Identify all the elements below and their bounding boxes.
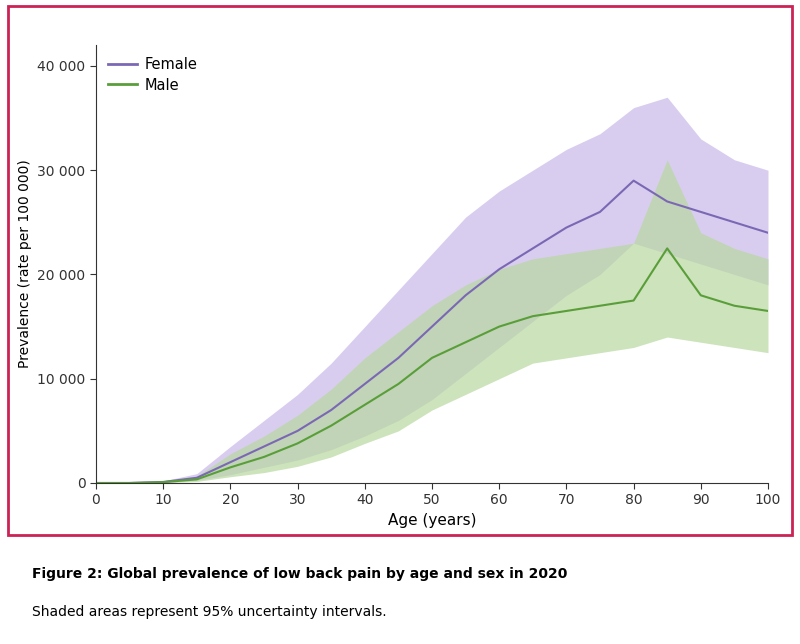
Legend: Female, Male: Female, Male <box>103 52 202 97</box>
Male <box>595 302 605 310</box>
Male <box>158 478 168 486</box>
Male <box>91 479 101 487</box>
Female <box>158 478 168 486</box>
Male <box>562 307 571 315</box>
Male <box>696 292 706 299</box>
Y-axis label: Prevalence (rate per 100 000): Prevalence (rate per 100 000) <box>18 160 32 368</box>
Male <box>192 475 202 483</box>
Female <box>394 354 403 362</box>
Male <box>293 439 302 447</box>
Male <box>427 354 437 362</box>
Female <box>763 229 773 236</box>
Male <box>763 307 773 315</box>
Female <box>629 176 638 184</box>
Female <box>696 208 706 216</box>
Female <box>326 406 336 414</box>
Female <box>461 292 470 299</box>
Male <box>730 302 739 310</box>
Male <box>360 401 370 409</box>
Male <box>662 245 672 252</box>
Female <box>360 380 370 388</box>
Male <box>125 479 134 487</box>
Male <box>629 297 638 305</box>
Male <box>461 338 470 346</box>
Female <box>293 427 302 435</box>
Female <box>125 479 134 487</box>
Female <box>427 323 437 330</box>
Text: Shaded areas represent 95% uncertainty intervals.: Shaded areas represent 95% uncertainty i… <box>32 605 386 620</box>
Male <box>528 312 538 320</box>
Female <box>595 208 605 216</box>
Female <box>494 265 504 273</box>
Female <box>192 474 202 482</box>
Line: Male: Male <box>96 249 768 483</box>
Female <box>562 223 571 231</box>
Line: Female: Female <box>96 180 768 483</box>
Male <box>494 323 504 330</box>
Text: Figure 2: Global prevalence of low back pain by age and sex in 2020: Figure 2: Global prevalence of low back … <box>32 567 567 581</box>
Female <box>226 459 235 466</box>
Male <box>394 380 403 388</box>
Male <box>226 464 235 471</box>
Male <box>259 453 269 461</box>
X-axis label: Age (years): Age (years) <box>388 513 476 528</box>
Female <box>91 479 101 487</box>
Male <box>326 422 336 430</box>
Female <box>528 245 538 252</box>
Female <box>259 442 269 450</box>
Female <box>662 198 672 205</box>
Female <box>730 218 739 226</box>
